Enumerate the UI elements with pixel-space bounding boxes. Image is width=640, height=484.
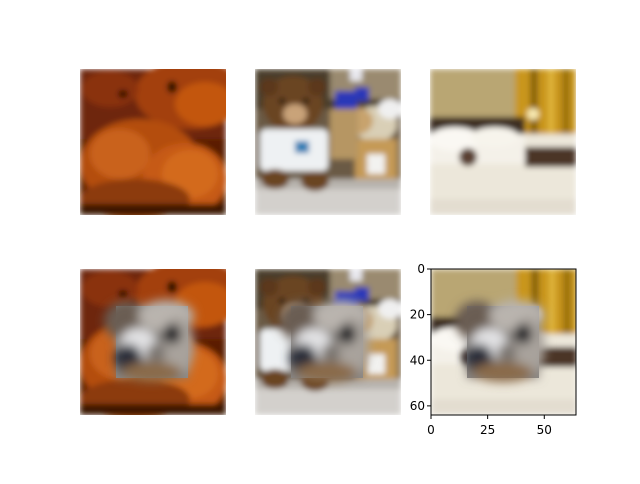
axes-bottom-right: 0 20 40 60 0 25 50 [410,262,577,437]
blurred-patch [455,300,545,382]
y-tick-label: 0 [417,262,425,276]
y-tick-label: 20 [410,308,425,322]
panel-original-bear-shirt [255,69,401,215]
y-axis-ticks: 0 20 40 60 [410,262,431,413]
panel-original-bear-orange [80,69,226,215]
panel-original-bedroom [430,69,576,215]
blurred-patch [104,300,194,382]
x-axis-ticks: 0 25 50 [427,415,552,437]
y-tick-label: 40 [410,353,425,367]
x-tick-label: 0 [427,423,435,437]
y-tick-label: 60 [410,399,425,413]
panel-occluded-bedroom [431,269,576,415]
axes-frame [430,268,577,416]
panel-occluded-bear-orange [80,269,226,415]
blurred-patch [279,300,369,382]
x-tick-label: 50 [537,423,552,437]
panel-occluded-bear-shirt [255,269,401,415]
x-tick-label: 25 [480,423,495,437]
